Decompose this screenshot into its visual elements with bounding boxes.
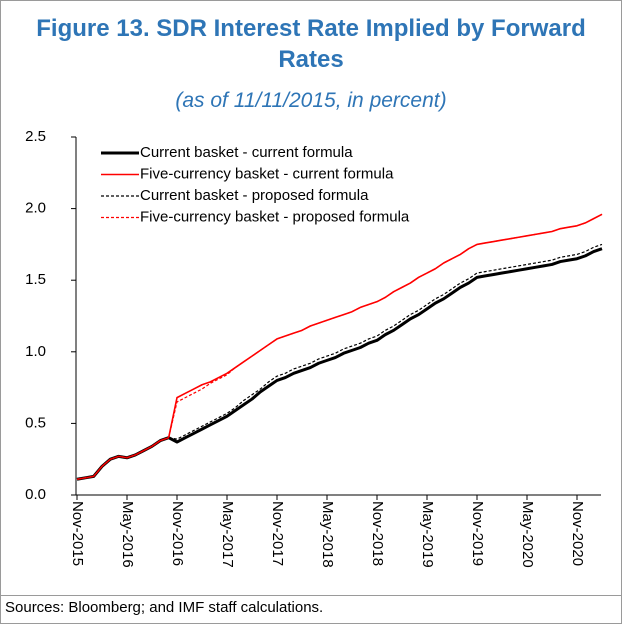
x-tick-label: Nov-2016: [169, 501, 186, 566]
legend-label: Current basket - proposed formula: [140, 187, 369, 204]
x-tick-label: Nov-2019: [469, 501, 486, 566]
chart-title: Figure 13. SDR Interest Rate Implied by …: [36, 15, 586, 73]
series-line: [76, 213, 603, 481]
chart: 0.0 0.5 1.0 1.5 2.0 2.5 Nov-2015 May-2016 Nov-20…: [25, 128, 603, 568]
x-tick-label: May-2018: [319, 501, 336, 568]
y-tick-label: 0.0: [25, 486, 46, 503]
x-tick-label: May-2017: [219, 501, 236, 568]
x-tick-label: Nov-2020: [569, 501, 586, 566]
chart-subtitle: (as of 11/11/2015, in percent): [175, 89, 447, 112]
y-tick-label: 1.0: [25, 343, 46, 360]
y-tick-label: 2.0: [25, 200, 46, 217]
x-tick-label: Nov-2017: [269, 501, 286, 566]
source-note: Sources: Bloomberg; and IMF staff calcul…: [5, 599, 324, 616]
separator: [1, 595, 621, 596]
y-tick-label: 0.5: [25, 414, 46, 431]
legend-label: Current basket - current formula: [140, 144, 353, 161]
x-tick-label: May-2019: [419, 501, 436, 568]
y-tick-label: 1.5: [25, 271, 46, 288]
x-tick-label: May-2016: [119, 501, 136, 568]
x-tick-label: Nov-2015: [69, 501, 86, 566]
x-tick-label: May-2020: [519, 501, 536, 568]
series-line: [76, 213, 603, 480]
legend-label: Five-currency basket - proposed formula: [140, 208, 410, 225]
x-tick-label: Nov-2018: [369, 501, 386, 566]
legend-label: Five-currency basket - current formula: [140, 165, 394, 182]
y-tick-label: 2.5: [25, 128, 46, 145]
